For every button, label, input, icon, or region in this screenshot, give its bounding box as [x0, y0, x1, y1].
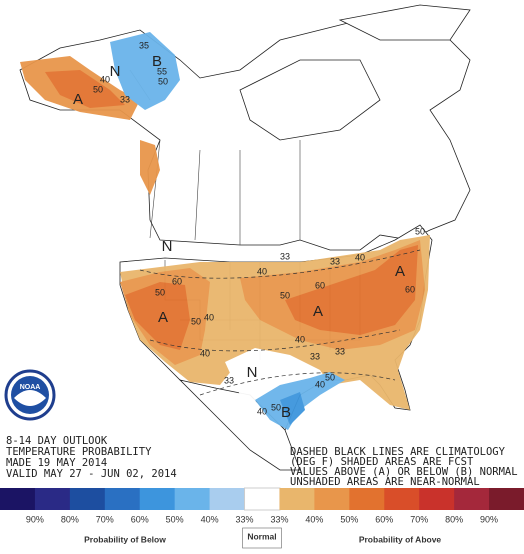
contour-label: 50	[158, 76, 168, 86]
legend-swatch	[209, 488, 246, 510]
contour-label: 40	[257, 406, 267, 416]
contour-label: 60	[405, 284, 415, 294]
contour-label: 40	[200, 348, 210, 358]
contour-label: 50	[271, 402, 281, 412]
legend-swatch	[139, 488, 176, 510]
region-letter: A	[73, 91, 83, 108]
legend-label: 60%	[375, 514, 393, 524]
legend-label: 60%	[131, 514, 149, 524]
note-line: (DEG F) SHADED AREAS ARE FCST	[290, 456, 474, 468]
contour-label: 50	[280, 290, 290, 300]
contour-label: 60	[315, 280, 325, 290]
contour-label: 40	[204, 312, 214, 322]
header-line: VALID MAY 27 - JUN 02, 2014	[6, 468, 177, 480]
legend-label: 40%	[201, 514, 219, 524]
legend-label: 70%	[96, 514, 114, 524]
legend-swatch	[244, 487, 281, 511]
noaa-logo: NOAA	[4, 369, 56, 421]
legend-label: 80%	[445, 514, 463, 524]
note-line: VALUES ABOVE (A) OR BELOW (B) NORMAL	[290, 466, 518, 478]
contour-label: 40	[355, 252, 365, 262]
legend-swatch	[314, 488, 350, 510]
shading	[20, 32, 430, 430]
legend-swatch	[69, 488, 106, 510]
legend-label: 90%	[26, 514, 44, 524]
contour-label: 33	[330, 256, 340, 266]
legend-swatch	[384, 488, 420, 510]
header-line: 8-14 DAY OUTLOOK	[6, 435, 108, 447]
above-label: Probability of Above	[359, 534, 442, 544]
legend-label: 80%	[61, 514, 79, 524]
legend-label: 70%	[410, 514, 428, 524]
contour-label: 33	[280, 251, 290, 261]
contour-label: 40	[257, 266, 267, 276]
climatology-lines	[139, 249, 421, 396]
legend-swatch	[0, 488, 36, 510]
legend-label: 90%	[480, 514, 498, 524]
region-letter: A	[158, 309, 168, 326]
contour-label: 40	[315, 379, 325, 389]
legend-swatch	[489, 488, 524, 510]
logo-text: NOAA	[20, 384, 41, 391]
contour-label: 55	[157, 66, 167, 76]
legend-swatch	[279, 488, 315, 510]
contour-label: 33	[224, 375, 234, 385]
contour-label: 35	[139, 40, 149, 50]
below-label: Probability of Below	[84, 534, 166, 544]
contour-label: 33	[120, 94, 130, 104]
contour-label: 60	[172, 276, 182, 286]
legend-swatch	[174, 488, 211, 510]
region-letter: N	[162, 238, 173, 255]
legend-swatch	[454, 488, 490, 510]
contour-label: 50	[191, 316, 201, 326]
legend-label: 50%	[340, 514, 358, 524]
region-letter: A	[313, 303, 323, 320]
legend-swatch	[34, 488, 71, 510]
legend-label: 33%	[270, 514, 288, 524]
region-letter: N	[110, 63, 121, 80]
normal-label: Normal	[247, 531, 276, 541]
legend-label: 33%	[236, 514, 254, 524]
legend-swatch	[419, 488, 455, 510]
contour-label: 33	[335, 346, 345, 356]
region-letter: A	[395, 263, 405, 280]
header-line: TEMPERATURE PROBABILITY	[6, 446, 152, 458]
note-line: DASHED BLACK LINES ARE CLIMATOLOGY	[290, 446, 506, 458]
legend-swatch	[104, 488, 141, 510]
legend-label: 40%	[305, 514, 323, 524]
contour-label: 33	[310, 351, 320, 361]
region-letter: B	[281, 404, 291, 421]
region-letter: N	[247, 364, 258, 381]
legend-label: 50%	[166, 514, 184, 524]
contour-label: 40	[100, 74, 110, 84]
header-line: MADE 19 MAY 2014	[6, 457, 107, 469]
legend-swatch	[349, 488, 385, 510]
region-letter: B	[152, 53, 162, 70]
contour-label: 50	[415, 226, 425, 236]
contour-label: 50	[93, 84, 103, 94]
contour-label: 50	[155, 287, 165, 297]
note-line: UNSHADED AREAS ARE NEAR-NORMAL	[290, 476, 480, 488]
contour-label: 40	[295, 334, 305, 344]
normal-box	[242, 527, 282, 549]
contour-label: 50	[325, 372, 335, 382]
